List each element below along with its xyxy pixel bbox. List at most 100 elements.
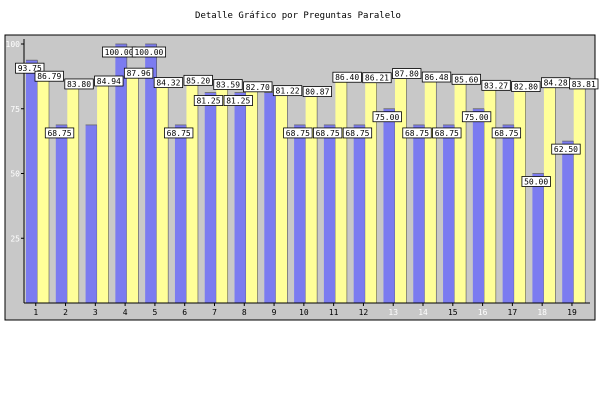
data-label-box [44,127,75,139]
x-tick-label: 5 [152,308,157,317]
data-label: 68.75 [286,129,310,138]
x-tick-label: 6 [182,308,187,317]
x-tick-label: 11 [329,308,339,317]
data-label-box [213,79,243,90]
data-label-box [64,78,94,90]
y-tick-label: 75 [10,105,20,114]
bar [443,124,455,303]
data-label-box [94,75,124,87]
data-label-box [451,73,481,85]
x-tick-label: 15 [448,308,458,317]
x-tick-label: 3 [93,308,98,317]
data-label-box [312,127,343,139]
x-tick-label: 1 [33,308,38,317]
data-label: 68.75 [435,129,459,138]
bar [472,108,485,303]
bar [424,79,437,303]
x-tick-label: 19 [567,308,577,317]
data-label-box [402,127,432,139]
data-label: 75.00 [375,113,399,122]
data-label-box [243,81,273,93]
data-label-box [342,127,373,139]
axes [23,39,590,304]
data-label: 81.25 [196,97,220,106]
x-tick-label: 18 [537,308,547,317]
data-label-box [521,176,551,187]
data-label-box [392,68,422,79]
data-label: 81.22 [276,87,300,96]
bar [294,124,306,303]
data-label: 86.40 [335,73,359,82]
bar [532,173,544,303]
data-label-box [283,127,313,139]
data-label-box [15,62,45,74]
bar [573,85,586,303]
data-label-box [551,143,581,155]
bar [264,92,276,303]
bar [454,81,467,304]
data-label: 100.00 [134,48,163,57]
data-label: 83.81 [572,80,596,89]
bar [216,86,228,304]
data-label-box [183,74,213,86]
bar [145,44,157,303]
x-tick-label: 7 [212,308,217,317]
bar [543,84,556,303]
data-label: 50.00 [524,178,548,187]
y-tick-label: 25 [10,234,20,243]
data-label: 68.75 [47,129,71,138]
data-label-box [302,86,333,97]
data-label: 87.80 [395,70,419,79]
bar [37,78,49,303]
bar [174,124,187,303]
data-label: 83.80 [67,80,91,89]
bar [204,92,217,303]
x-tick-label: 4 [123,308,128,317]
bar [335,79,347,303]
y-tick-labels: 25 50 75 100 [6,40,24,243]
bar [234,92,247,303]
bar [562,141,574,303]
bar [115,44,127,303]
data-label-box [153,77,184,89]
data-label-box [461,111,492,123]
data-label: 68.75 [405,129,429,138]
bar [394,75,407,304]
data-label-box [432,127,462,139]
bar [67,85,79,303]
y-tick-label: 100 [6,40,21,49]
data-label: 84.28 [544,79,568,88]
data-label: 68.75 [167,129,191,138]
data-label: 80.87 [305,88,329,97]
data-label-box [332,71,362,83]
bar [353,124,366,303]
data-label: 84.94 [97,77,121,86]
data-label-box [164,127,194,139]
data-label: 82.80 [514,83,538,92]
bar [413,124,425,303]
data-label-box [193,95,224,106]
data-label: 75.00 [465,113,489,122]
x-tick-label: 12 [359,308,369,317]
bar [323,124,336,303]
data-label: 68.75 [494,129,518,138]
data-label-box [481,79,511,91]
chart-title: Detalle Gráfico por Preguntas Paralelo [195,11,401,21]
data-label-box [569,78,599,90]
data-label: 81.25 [226,97,250,106]
data-label: 82.70 [246,83,270,92]
data-label: 93.75 [18,64,42,73]
bar [85,124,98,303]
data-label: 85.20 [186,76,210,85]
data-label-box [123,67,154,79]
x-tick-label: 9 [272,308,277,317]
data-label: 87.96 [127,69,151,78]
data-label-box [131,46,167,58]
y-tick-label: 50 [10,170,20,179]
data-label: 84.32 [156,79,180,88]
bar [55,124,68,303]
bar [514,88,526,303]
data-label: 100.00 [105,48,134,57]
